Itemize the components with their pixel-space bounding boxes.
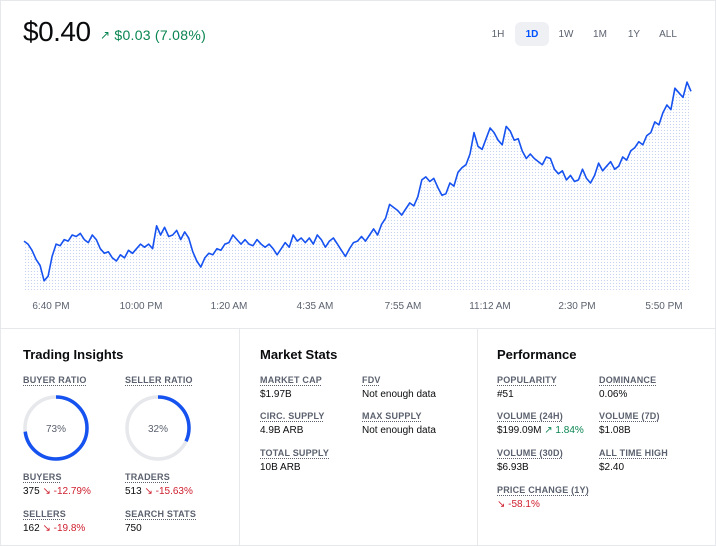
x-tick-label: 1:20 AM [211,301,248,312]
performance-title: Performance [497,347,577,362]
popularity-value: #51 [497,389,514,400]
popularity-label[interactable]: POPULARITY [497,375,558,385]
x-tick-label: 6:40 PM [32,301,69,312]
traders-change: ↘ -15.63% [144,486,193,497]
seller-ratio-arc [125,395,191,461]
total-supply-label[interactable]: TOTAL SUPPLY [260,448,330,458]
range-1h[interactable]: 1H [491,28,505,40]
time-range-selector: 1H 1D 1W 1M 1Y ALL [481,22,685,46]
volume-24h-value: $199.09M [497,425,542,436]
price-chart[interactable]: 6:40 PM 10:00 PM 1:20 AM 4:35 AM 7:55 AM… [0,60,716,328]
price-area-fill [24,82,691,290]
circ-supply-value: 4.9B ARB [260,425,304,436]
x-tick-label: 5:50 PM [645,301,682,312]
market-cap-label[interactable]: MARKET CAP [260,375,322,385]
trend-up-icon: ↗ [100,28,111,42]
buyers-label[interactable]: BUYERS [23,472,62,482]
buyer-ratio-arc [23,395,89,461]
buyers-row: 375 ↘ -12.79% [23,486,91,497]
buyer-ratio-ring: 73% [23,395,89,461]
circ-supply-label[interactable]: CIRC. SUPPLY [260,411,325,421]
dominance-value: 0.06% [599,389,628,400]
seller-ratio-percent: 32% [148,424,168,435]
search-stats-label[interactable]: SEARCH STATS [125,509,197,519]
max-supply-value: Not enough data [362,425,436,436]
fdv-label[interactable]: FDV [362,375,381,385]
search-stats-value: 750 [125,523,142,534]
volume-24h-row: $199.09M ↗ 1.84% [497,425,584,436]
x-tick-label: 7:55 AM [385,301,422,312]
dominance-label[interactable]: DOMINANCE [599,375,657,385]
volume-24h-label[interactable]: VOLUME (24H) [497,411,563,421]
seller-ratio-ring: 32% [125,395,191,461]
price-change: ↗ $0.03 (7.08%) [100,27,206,43]
range-1d[interactable]: 1D [515,22,549,46]
x-tick-label: 4:35 AM [297,301,334,312]
fdv-value: Not enough data [362,389,436,400]
price-line [23,81,692,282]
range-1y[interactable]: 1Y [627,28,641,40]
volume-7d-label[interactable]: VOLUME (7D) [599,411,660,421]
max-supply-label[interactable]: MAX SUPPLY [362,411,422,421]
volume-30d-label[interactable]: VOLUME (30D) [497,448,563,458]
sellers-label[interactable]: SELLERS [23,509,66,519]
seller-ratio-label[interactable]: SELLER RATIO [125,375,193,385]
range-all[interactable]: ALL [659,28,677,40]
range-1m[interactable]: 1M [593,28,607,40]
buyer-ratio-percent: 73% [46,424,66,435]
sellers-change: ↘ -19.8% [42,523,86,534]
traders-value: 513 [125,486,142,497]
x-tick-label: 11:12 AM [469,301,511,312]
total-supply-value: 10B ARB [260,462,301,473]
price-change-value: $0.03 [114,27,151,43]
panel-divider [239,328,240,546]
x-axis: 6:40 PM 10:00 PM 1:20 AM 4:35 AM 7:55 AM… [32,301,682,312]
buyers-change: ↘ -12.79% [42,486,91,497]
sellers-value: 162 [23,523,40,534]
traders-row: 513 ↘ -15.63% [125,486,193,497]
price-change-1y-value: ↘ -58.1% [497,499,540,510]
volume-7d-value: $1.08B [599,425,631,436]
range-1w[interactable]: 1W [558,28,574,40]
trading-insights-title: Trading Insights [23,347,124,362]
buyer-ratio-label[interactable]: BUYER RATIO [23,375,87,385]
all-time-high-value: $2.40 [599,462,625,473]
x-tick-label: 2:30 PM [558,301,595,312]
all-time-high-label[interactable]: ALL TIME HIGH [599,448,668,458]
market-stats-title: Market Stats [260,347,338,362]
market-cap-value: $1.97B [260,389,292,400]
volume-24h-change: ↗ 1.84% [544,425,584,436]
section-divider [0,328,716,329]
price-change-percent: (7.08%) [154,27,207,43]
panel-divider [477,328,478,546]
buyers-value: 375 [23,486,40,497]
x-tick-label: 10:00 PM [120,301,163,312]
current-price: $0.40 [23,16,91,47]
price-change-1y-label[interactable]: PRICE CHANGE (1Y) [497,485,589,495]
sellers-row: 162 ↘ -19.8% [23,523,85,534]
volume-30d-value: $6.93B [497,462,529,473]
traders-label[interactable]: TRADERS [125,472,170,482]
